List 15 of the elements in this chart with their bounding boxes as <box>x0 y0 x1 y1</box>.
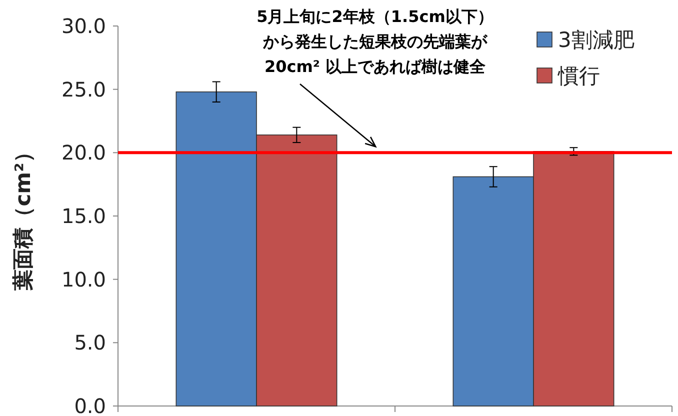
y-tick-label: 0.0 <box>74 394 106 416</box>
y-axis-title: 葉面積（cm²） <box>11 142 35 292</box>
annotation: 5月上旬に2年枝（1.5cm以下） <box>256 7 494 26</box>
y-tick-label: 10.0 <box>61 267 106 292</box>
annotation: から発生した短果枝の先端葉が <box>263 32 487 51</box>
y-tick-label: 25.0 <box>61 77 106 102</box>
y-tick-label: 20.0 <box>61 140 106 165</box>
legend-label: 3割減肥 <box>558 28 634 52</box>
legend-label: 慣行 <box>557 64 600 88</box>
y-tick-label: 5.0 <box>74 330 106 355</box>
annotation: 20cm² 以上であれば樹は健全 <box>264 57 486 76</box>
legend-item: 慣行 <box>536 64 600 88</box>
y-tick-label: 30.0 <box>61 14 106 38</box>
legend-item: 3割減肥 <box>536 28 634 52</box>
y-tick-label: 15.0 <box>61 204 106 228</box>
